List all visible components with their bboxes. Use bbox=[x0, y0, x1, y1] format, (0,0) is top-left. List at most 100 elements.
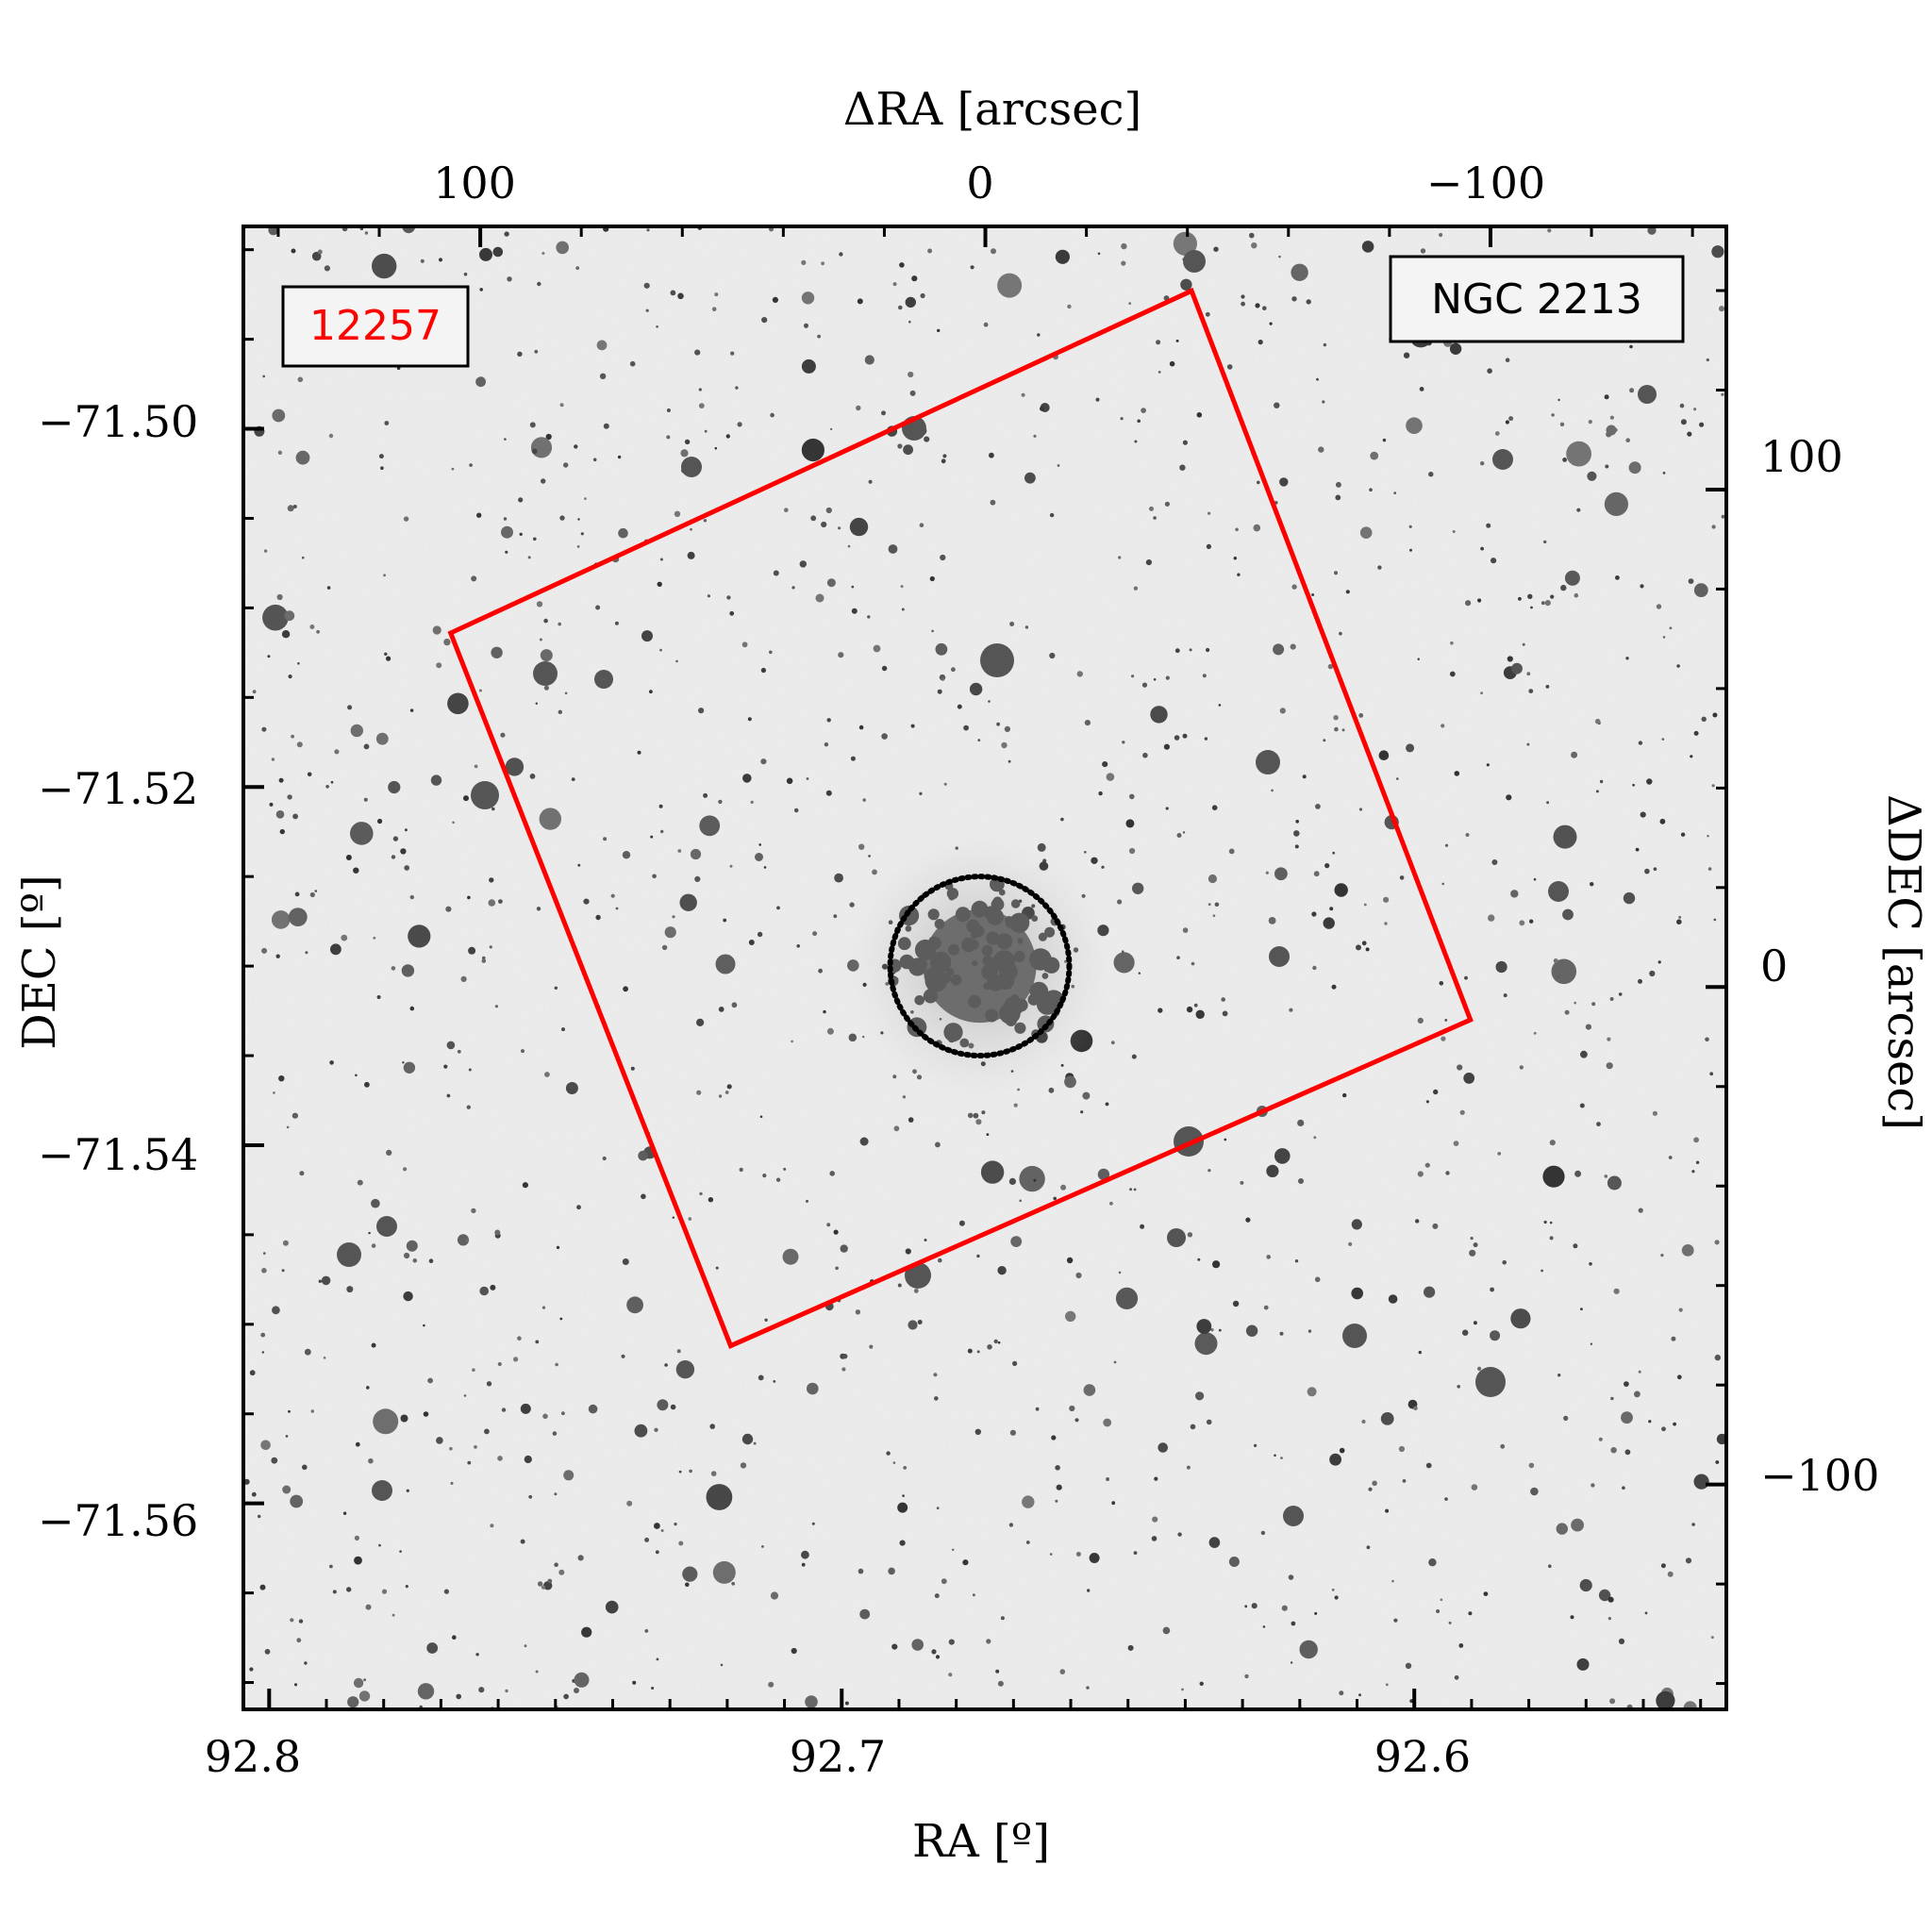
star bbox=[1505, 358, 1510, 363]
star bbox=[1152, 1516, 1158, 1523]
bright-star bbox=[1475, 1367, 1506, 1397]
star bbox=[799, 560, 807, 568]
star bbox=[353, 867, 359, 874]
star bbox=[479, 288, 483, 291]
star bbox=[715, 1266, 719, 1270]
star bbox=[919, 791, 923, 795]
star bbox=[908, 1320, 918, 1330]
star bbox=[1640, 584, 1644, 589]
cluster-star bbox=[1010, 994, 1019, 1003]
star bbox=[997, 1680, 1004, 1687]
star bbox=[784, 508, 789, 512]
star bbox=[264, 1648, 271, 1655]
star bbox=[325, 785, 329, 789]
star bbox=[1153, 678, 1157, 681]
star bbox=[399, 1550, 402, 1553]
star bbox=[718, 799, 723, 805]
star bbox=[271, 1457, 278, 1464]
star bbox=[1208, 903, 1211, 907]
star bbox=[1162, 1626, 1171, 1635]
star bbox=[1021, 392, 1025, 397]
star bbox=[1208, 1537, 1221, 1548]
star bbox=[564, 691, 568, 695]
star bbox=[1060, 1184, 1067, 1191]
star bbox=[862, 1035, 865, 1039]
star bbox=[1396, 777, 1399, 780]
star bbox=[810, 515, 817, 522]
star bbox=[1111, 1501, 1116, 1506]
star bbox=[1232, 1300, 1240, 1307]
star bbox=[1294, 1259, 1299, 1263]
star bbox=[1133, 1188, 1137, 1191]
star bbox=[323, 1357, 326, 1359]
star bbox=[677, 292, 684, 300]
star bbox=[1398, 1445, 1405, 1453]
star bbox=[1327, 663, 1334, 670]
star bbox=[1526, 742, 1530, 746]
star bbox=[1383, 896, 1390, 903]
star bbox=[521, 1049, 525, 1054]
star bbox=[858, 724, 864, 730]
star bbox=[1053, 1196, 1057, 1201]
star bbox=[729, 864, 733, 868]
star bbox=[1574, 592, 1579, 598]
star bbox=[638, 1150, 648, 1161]
star bbox=[649, 690, 653, 694]
star bbox=[404, 865, 410, 871]
star bbox=[530, 437, 553, 458]
star bbox=[284, 610, 295, 622]
star bbox=[674, 510, 681, 517]
star bbox=[1051, 1435, 1057, 1441]
star bbox=[577, 518, 580, 521]
star bbox=[403, 516, 409, 522]
star bbox=[910, 724, 915, 728]
star bbox=[1549, 1140, 1556, 1146]
star bbox=[317, 249, 323, 255]
star bbox=[1274, 402, 1280, 408]
star bbox=[368, 1231, 371, 1235]
star bbox=[488, 899, 496, 907]
star bbox=[1115, 1287, 1139, 1309]
star bbox=[1439, 232, 1443, 238]
star bbox=[997, 1341, 1001, 1344]
star bbox=[535, 1670, 539, 1674]
star bbox=[1091, 857, 1098, 864]
star bbox=[350, 822, 374, 845]
star bbox=[1609, 415, 1614, 420]
legend-right: NGC 2213 bbox=[1389, 255, 1685, 343]
star bbox=[533, 537, 537, 541]
star bbox=[610, 893, 615, 898]
star bbox=[268, 226, 279, 236]
star bbox=[936, 1507, 940, 1509]
star bbox=[1391, 1579, 1394, 1583]
star bbox=[1439, 981, 1444, 986]
star bbox=[451, 467, 455, 471]
star bbox=[1009, 622, 1015, 626]
star bbox=[986, 1133, 990, 1136]
star bbox=[1089, 1553, 1100, 1563]
star bbox=[1156, 340, 1161, 345]
star bbox=[1595, 790, 1599, 793]
legend-left-label: 12257 bbox=[309, 302, 441, 350]
star bbox=[1316, 377, 1319, 381]
star bbox=[556, 1245, 560, 1250]
star bbox=[1487, 368, 1492, 375]
star bbox=[1266, 1164, 1279, 1177]
star bbox=[471, 575, 477, 582]
star bbox=[834, 873, 843, 883]
star bbox=[465, 1239, 469, 1242]
star bbox=[1369, 488, 1373, 491]
star bbox=[614, 621, 619, 625]
star bbox=[603, 423, 609, 429]
star bbox=[1193, 1003, 1198, 1008]
star bbox=[517, 351, 523, 357]
star bbox=[1080, 1110, 1084, 1114]
star bbox=[450, 1481, 454, 1485]
star bbox=[330, 943, 341, 956]
star bbox=[793, 808, 799, 813]
star bbox=[1388, 1294, 1398, 1304]
star bbox=[675, 1360, 695, 1379]
star bbox=[1240, 1180, 1244, 1185]
star bbox=[1449, 342, 1462, 355]
star bbox=[1151, 1536, 1158, 1541]
